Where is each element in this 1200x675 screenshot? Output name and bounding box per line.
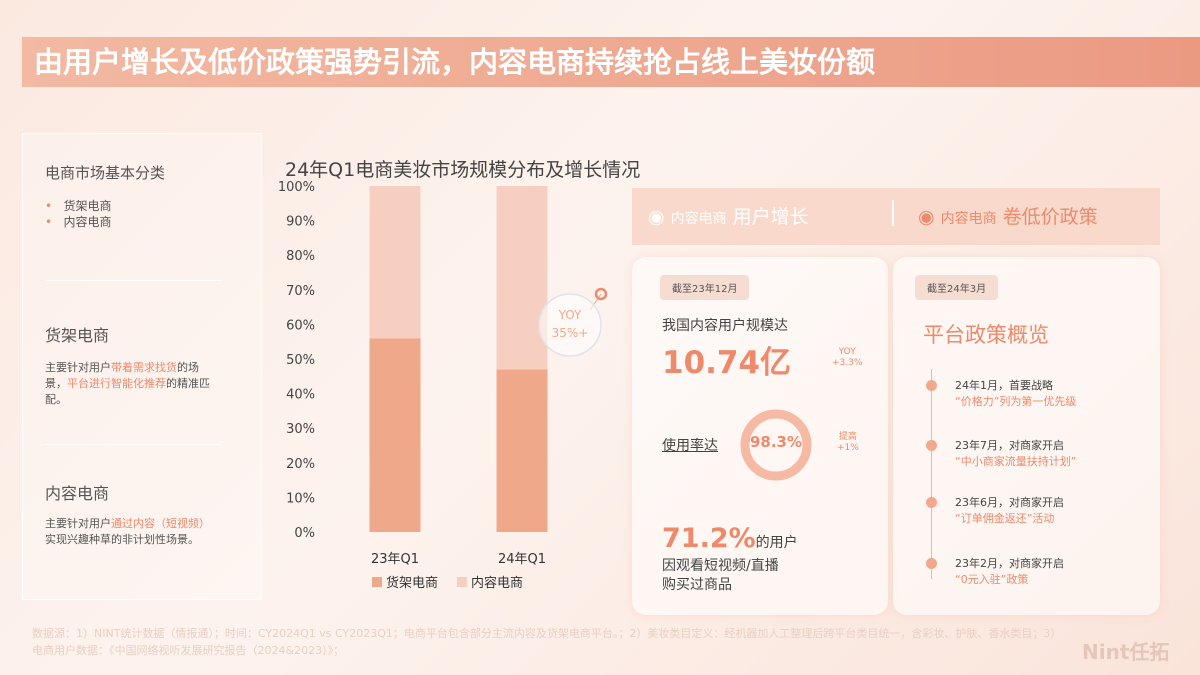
tab-title: 用户增长: [732, 206, 809, 228]
text-segment: 带着需求找货: [111, 361, 177, 374]
legend-label: 内容电商: [471, 575, 523, 591]
y-tick-label: 70%: [286, 284, 315, 299]
left-panel: 电商市场基本分类 • 货架电商 • 内容电商 货架电商 主要针对用户带着需求找货…: [22, 133, 262, 600]
legend-label: 货架电商: [386, 575, 438, 591]
text-segment: 平台进行智能化推荐: [67, 377, 166, 390]
timeline-detail: “价格力”列为第一优先级: [955, 395, 1077, 408]
y-tick-label: 40%: [286, 388, 315, 403]
logo: Nint任拓: [1082, 640, 1170, 664]
tab: ◉ 内容电商 用户增长: [648, 206, 809, 228]
bullet: • 内容电商: [45, 215, 112, 229]
bullet-list: • 货架电商 • 内容电商: [45, 198, 112, 230]
share: 71.2%的用户: [662, 523, 798, 554]
bar-segment: [496, 186, 548, 370]
text-segment: 主要针对用户: [45, 361, 111, 374]
bullet-text: 内容电商: [63, 215, 112, 229]
tab-prefix: 内容电商: [670, 211, 727, 227]
heading: 电商市场基本分类: [45, 164, 166, 182]
timeline-dot: [926, 558, 937, 569]
bar-segment: [369, 338, 421, 532]
annotation-label: YOY: [558, 308, 582, 322]
line: 购买过商品: [662, 577, 732, 593]
yoy: YOY +3.3%: [832, 347, 862, 369]
legend-swatch: [457, 577, 467, 587]
text-segment: 通过内容（短视频）: [111, 517, 210, 530]
bar-segment: [369, 186, 421, 339]
y-tick-label: 80%: [286, 249, 315, 264]
section-title: 货架电商: [45, 326, 110, 345]
bar-segment: [496, 369, 548, 532]
label: 我国内容用户规模达: [662, 318, 788, 334]
badge: 截至23年12月: [660, 275, 750, 300]
timeline: 24年1月，首要战略 “价格力”列为第一优先级 23年7月，对商家开启 “中小商家流量…: [893, 257, 1160, 615]
timeline-detail: “订单佣金返还”活动: [955, 512, 1055, 525]
tab-title: 卷低价政策: [1002, 206, 1098, 228]
legend-swatch: [372, 577, 382, 587]
annotation-bubble: [538, 293, 602, 357]
x-tick-label: 24年Q1: [498, 552, 546, 567]
tab: ◉ 内容电商 卷低价政策: [918, 206, 1098, 228]
policy-card: 截至24年3月 平台政策概览 24年1月，首要战略 “价格力”列为第一优先级 23年…: [893, 257, 1160, 615]
yoy-label: YOY: [838, 347, 856, 357]
line: 因观看短视频/直播: [662, 558, 779, 574]
timeline-detail: “中小商家流量扶持计划”: [955, 455, 1077, 468]
badge: 截至24年3月: [915, 275, 999, 300]
y-tick-label: 30%: [286, 422, 315, 437]
section-text: 主要针对用户带着需求找货的场景，平台进行智能化推荐的精准匹配。: [45, 360, 220, 408]
change-label: 提高: [838, 432, 857, 442]
y-tick-label: 0%: [294, 526, 315, 541]
timeline-date: 24年1月，首要战略: [955, 379, 1053, 392]
annotation-value: 35%+: [552, 326, 589, 340]
share-text: 因观看短视频/直播 购买过商品: [662, 557, 779, 595]
tab-band: [632, 188, 1160, 245]
title: 由用户增长及低价政策强势引流，内容电商持续抢占线上美妆份额: [22, 37, 1200, 87]
y-tick-label: 20%: [286, 457, 315, 472]
tab-prefix: 内容电商: [940, 211, 997, 227]
label: 使用率达: [662, 438, 718, 454]
user-card: 截至23年12月 我国内容用户规模达 10.74亿 YOY +3.3% 使用率达 …: [632, 257, 888, 615]
y-tick-label: 90%: [286, 215, 315, 230]
y-tick-label: 100%: [278, 180, 315, 195]
change-value: +1%: [837, 443, 859, 453]
source: 数据源：1）NINT统计数据（情报通）；时间：CY2024Q1 vs CY202…: [32, 627, 1062, 657]
share-value: 71.2%: [662, 523, 756, 554]
x-tick-label: 23年Q1: [371, 552, 419, 567]
change: 提高 +1%: [837, 432, 859, 454]
text-segment: 的精准匹配。: [45, 377, 210, 406]
bullet: • 货架电商: [45, 199, 112, 213]
usage-value: 98.3%: [749, 433, 803, 451]
timeline-date: 23年7月，对商家开启: [955, 439, 1064, 452]
timeline-dot: [926, 497, 937, 508]
timeline-dot: [926, 440, 937, 451]
yoy-value: +3.3%: [832, 358, 863, 368]
text-segment: 主要针对用户: [45, 517, 111, 530]
text-segment: 实现兴趣种草的非计划性场景。: [45, 533, 199, 546]
y-tick-label: 50%: [286, 353, 315, 368]
timeline-date: 23年2月，对商家开启: [955, 557, 1064, 570]
bullet-text: 货架电商: [63, 199, 112, 213]
ring: [740, 409, 812, 481]
timeline-dot: [926, 380, 937, 391]
y-tick-label: 60%: [286, 318, 315, 333]
text-segment: 的场景，: [45, 361, 199, 390]
connector-dot: [594, 287, 608, 301]
card-title: 平台政策概览: [923, 323, 1049, 347]
big-value: 10.74亿: [662, 345, 792, 381]
timeline-detail: “0元入驻”政策: [955, 573, 1029, 586]
share-suffix: 的用户: [755, 535, 798, 551]
section-text: 主要针对用户通过内容（短视频） 实现兴趣种草的非计划性场景。: [45, 516, 220, 548]
chart-title: 24年Q1电商美妆市场规模分布及增长情况: [285, 159, 640, 181]
section-title: 内容电商: [45, 484, 110, 503]
y-tick-label: 10%: [286, 491, 315, 506]
timeline-date: 23年6月，对商家开启: [955, 496, 1064, 509]
